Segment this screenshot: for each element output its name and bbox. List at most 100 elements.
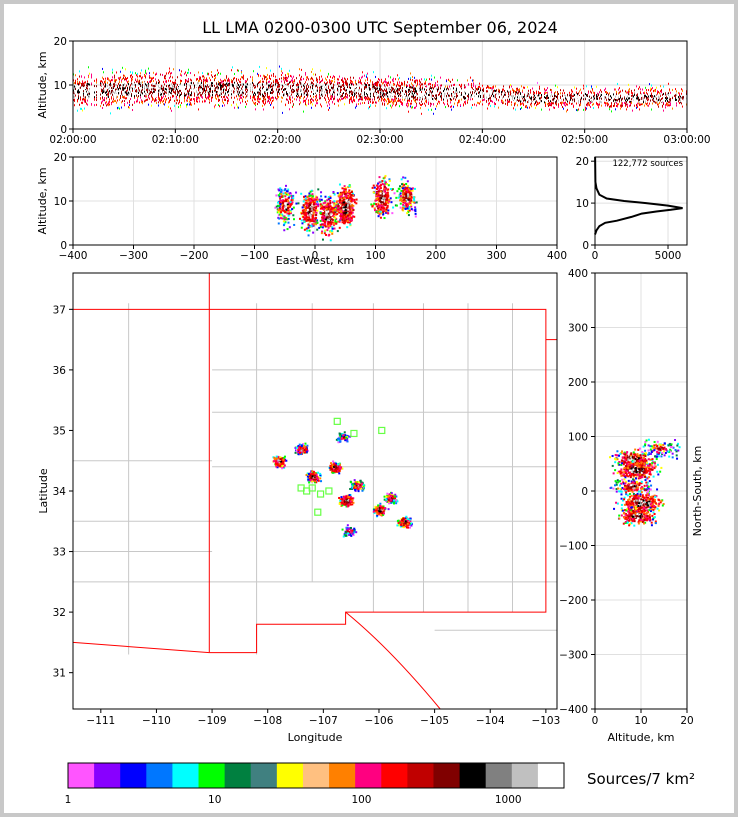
time-altitude-source	[404, 84, 405, 87]
time-altitude-source	[189, 94, 190, 97]
time-altitude-source	[266, 94, 267, 97]
east-west-source	[291, 201, 294, 204]
time-altitude-source	[234, 77, 235, 80]
time-altitude-source	[246, 87, 247, 90]
time-altitude-source	[404, 82, 405, 85]
time-altitude-source	[361, 98, 362, 101]
time-altitude-source	[537, 103, 538, 106]
time-altitude-source	[129, 100, 130, 103]
time-altitude-source	[530, 89, 531, 92]
time-altitude-source	[394, 91, 395, 94]
time-altitude-source	[288, 85, 289, 88]
time-altitude-source	[597, 100, 598, 103]
time-altitude-source	[679, 94, 680, 97]
time-altitude-source	[258, 74, 259, 77]
time-altitude-source	[416, 104, 417, 107]
time-altitude-source	[649, 102, 650, 105]
time-altitude-source	[285, 103, 286, 106]
time-altitude-source	[376, 83, 377, 86]
time-altitude-source	[255, 98, 256, 101]
time-altitude-source	[220, 94, 221, 97]
time-altitude-source	[301, 82, 302, 85]
time-altitude-source	[607, 93, 608, 96]
time-altitude-source	[608, 100, 609, 103]
time-altitude-source	[100, 83, 101, 86]
time-altitude-source	[284, 77, 285, 80]
time-altitude-source	[306, 97, 307, 100]
time-altitude-source	[277, 97, 278, 100]
time-altitude-source	[151, 100, 152, 103]
east-west-source	[286, 203, 289, 206]
time-altitude-source	[198, 81, 199, 84]
time-altitude-source	[245, 91, 246, 94]
time-altitude-source	[490, 97, 491, 100]
time-altitude-source	[563, 99, 564, 102]
east-west-source	[281, 208, 284, 211]
time-altitude-source	[285, 82, 286, 85]
time-altitude-source	[624, 97, 625, 100]
time-altitude-source	[520, 103, 521, 106]
time-altitude-source	[171, 72, 172, 75]
time-altitude-source	[326, 78, 327, 81]
time-altitude-source	[162, 83, 163, 86]
time-altitude-source	[228, 79, 229, 82]
time-altitude-source	[355, 79, 356, 82]
time-altitude-source	[74, 91, 75, 94]
time-altitude-source	[402, 103, 403, 106]
time-altitude-source	[359, 92, 360, 95]
time-altitude-source	[488, 102, 489, 105]
time-altitude-source	[332, 101, 333, 104]
time-altitude-source	[428, 91, 429, 94]
time-altitude-source	[246, 80, 247, 83]
time-altitude-source	[276, 98, 277, 101]
time-altitude-source	[490, 99, 491, 102]
time-altitude-source	[400, 94, 401, 97]
time-altitude-source	[621, 104, 622, 107]
time-altitude-source	[421, 83, 422, 86]
time-altitude-source	[666, 103, 667, 106]
time-altitude-source	[304, 99, 305, 102]
time-altitude-source	[94, 94, 95, 97]
time-altitude-source	[325, 98, 326, 101]
time-altitude-source	[255, 93, 256, 96]
time-altitude-source	[345, 93, 346, 96]
time-altitude-source	[199, 77, 200, 80]
east-west-source	[307, 206, 310, 209]
time-altitude-source	[393, 87, 394, 90]
time-altitude-source	[321, 93, 322, 96]
time-altitude-source	[346, 87, 347, 90]
time-altitude-source	[619, 98, 620, 101]
time-altitude-source	[646, 91, 647, 94]
time-altitude-source	[74, 85, 75, 88]
time-altitude-source	[346, 96, 347, 99]
time-altitude-source	[121, 101, 122, 104]
time-altitude-source	[337, 89, 338, 92]
time-altitude-source	[683, 98, 684, 101]
time-altitude-source	[214, 87, 215, 90]
east-west-source	[282, 205, 285, 208]
east-west-source	[279, 214, 282, 217]
time-altitude-source	[127, 77, 128, 80]
time-altitude-source	[190, 86, 191, 89]
time-altitude-source	[405, 90, 406, 93]
time-altitude-source	[679, 102, 680, 105]
time-altitude-source	[161, 93, 162, 96]
time-altitude-source	[221, 80, 222, 83]
time-altitude-source	[104, 99, 105, 102]
time-altitude-source	[225, 83, 226, 86]
time-altitude-source	[116, 88, 117, 91]
time-altitude-source	[408, 102, 409, 105]
time-altitude-source	[475, 85, 476, 88]
time-altitude-source	[227, 84, 228, 87]
time-altitude-source	[254, 86, 255, 89]
time-altitude-source	[482, 103, 483, 106]
time-altitude-source	[111, 96, 112, 99]
time-altitude-source	[162, 89, 163, 92]
time-altitude-source	[493, 85, 494, 88]
time-altitude-source	[658, 95, 659, 98]
time-altitude-source	[247, 94, 248, 97]
time-altitude-source	[208, 91, 209, 94]
time-altitude-source	[272, 100, 273, 103]
time-altitude-source	[172, 94, 173, 97]
time-altitude-source	[117, 95, 118, 98]
